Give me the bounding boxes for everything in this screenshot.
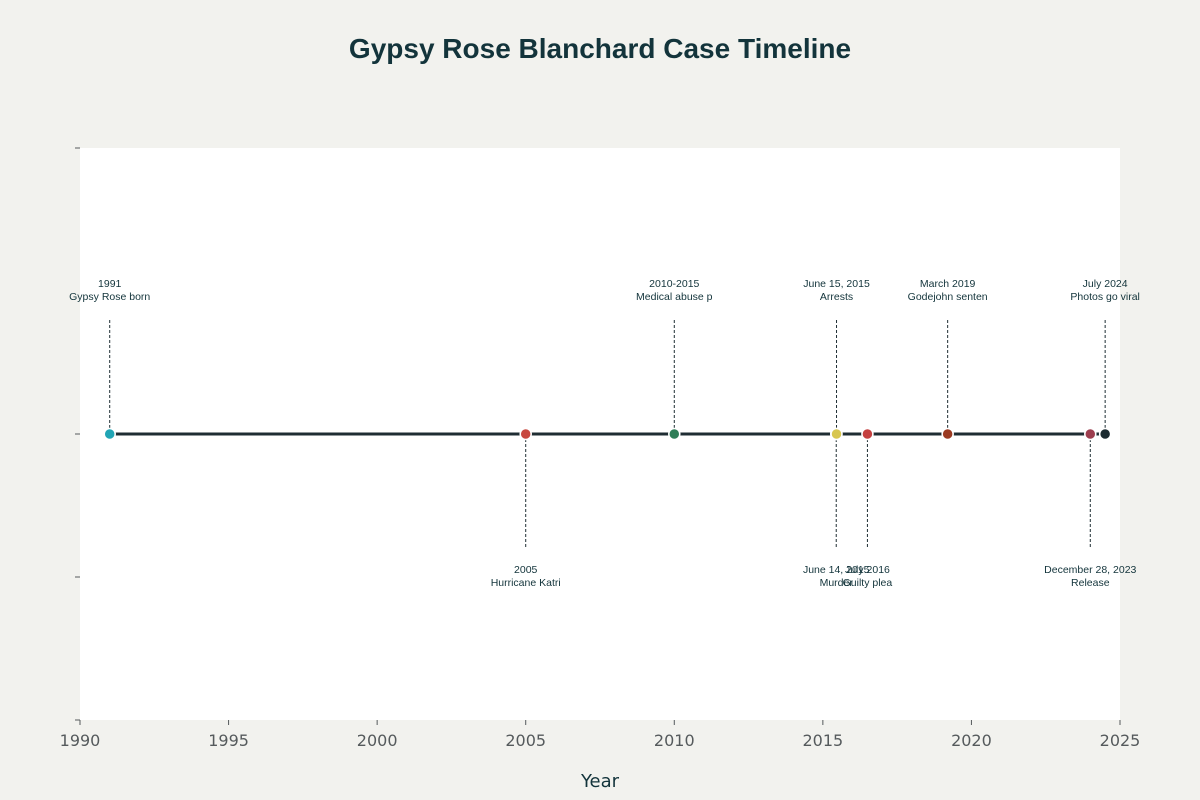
event-point [1098,427,1112,441]
x-tick-label: 2005 [505,731,546,750]
event-date-label: December 28, 2023 [1044,564,1136,576]
event-text-label: Photos go viral [1070,291,1139,303]
event-date-label: June 15, 2015 [803,278,870,290]
event-point [1084,427,1097,441]
event-date-label: 2005 [514,564,538,576]
event-date-label: 2010-2015 [649,278,699,290]
event-text-label: Guilty plea [843,577,893,589]
x-tick-label: 2020 [951,731,992,750]
event-point [668,427,681,441]
event-point [941,427,954,441]
event-stems [109,320,1106,548]
x-tick-label: 2015 [802,731,843,750]
event-point [519,427,532,441]
event-point [830,427,843,441]
x-tick-label: 2000 [357,731,398,750]
event-date-label: July 2024 [1083,278,1128,290]
x-axis: 1990 1995 2000 2005 2010 2015 2020 2025 [60,720,1141,750]
event-text-label: Release [1071,577,1110,589]
event-points [103,427,1112,441]
chart-title: Gypsy Rose Blanchard Case Timeline [349,33,851,64]
event-date-label: July 2016 [845,564,890,576]
event-text-label: Arrests [820,291,853,303]
event-date-label: June 14, 2015 [803,564,870,576]
event-text-label: Murder [820,577,854,589]
event-text-label: Medical abuse p [636,291,713,303]
x-tick-label: 1990 [60,731,101,750]
y-axis-ticks [75,147,80,721]
event-date-label: March 2019 [920,278,976,290]
x-tick-label: 2010 [654,731,695,750]
event-text-label: Godejohn senten [908,291,988,303]
x-axis-title: Year [580,771,620,792]
event-point [861,427,874,441]
event-text-label: Hurricane Katri [491,577,561,589]
event-text-label: Gypsy Rose born [69,291,150,303]
x-tick-label: 1995 [208,731,249,750]
event-date-label: 1991 [98,278,122,290]
x-tick-label: 2025 [1100,731,1141,750]
event-point [103,427,116,441]
